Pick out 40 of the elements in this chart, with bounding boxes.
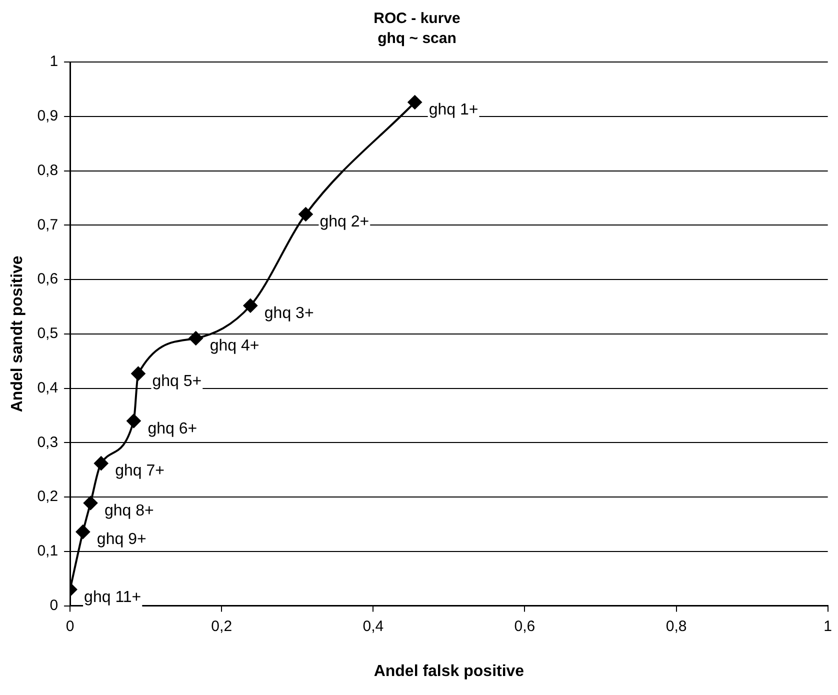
- x-tick-label: 0,8: [666, 618, 687, 635]
- chart-title: ROC - kurve: [374, 10, 460, 28]
- annotation: ghq 7+: [115, 462, 165, 480]
- point: [94, 456, 108, 470]
- point: [298, 207, 313, 222]
- y-tick-label: 0,9: [37, 108, 58, 125]
- point: [243, 298, 258, 313]
- x-tick-label: 0,4: [362, 618, 384, 635]
- chart-subtitle: ghq ~ scan: [378, 30, 456, 48]
- y-tick-label: 0,8: [37, 162, 58, 179]
- annotation: ghq 5+: [152, 373, 202, 390]
- y-tick-label: 0,2: [37, 488, 58, 506]
- point: [126, 414, 141, 428]
- y-tick-label: 0,4: [37, 379, 58, 396]
- annotation: ghq 4+: [210, 338, 260, 355]
- annotation: ghq 11+: [84, 588, 142, 606]
- annotation: ghq 6+: [148, 420, 198, 438]
- annotation: ghq 8+: [104, 502, 154, 520]
- x-axis-title: Andel falsk positive: [374, 662, 524, 680]
- y-tick-label: 0,6: [37, 270, 58, 288]
- y-axis-title: Andel sandt positive: [9, 256, 26, 412]
- y-tick-label: 0,5: [37, 325, 58, 342]
- x-tick-label: 0: [66, 618, 74, 635]
- y-tick-label: 0,7: [37, 216, 58, 234]
- point: [76, 524, 90, 539]
- point: [84, 496, 98, 510]
- y-tick-label: 0: [50, 596, 58, 614]
- point: [188, 331, 203, 346]
- y-tick-label: 0,1: [37, 542, 58, 560]
- x-tick-label: 1: [824, 618, 832, 635]
- y-tick-label: 0,3: [37, 434, 58, 451]
- y-tick-label: 1: [50, 53, 58, 70]
- annotation: ghq 9+: [96, 531, 146, 548]
- annotation: ghq 3+: [264, 305, 314, 322]
- point: [408, 95, 422, 110]
- x-tick-label: 0,2: [211, 618, 232, 635]
- point: [131, 366, 146, 381]
- x-tick-label: 0,6: [514, 618, 536, 635]
- annotation: ghq 2+: [320, 214, 370, 231]
- annotation: ghq 1+: [428, 102, 478, 119]
